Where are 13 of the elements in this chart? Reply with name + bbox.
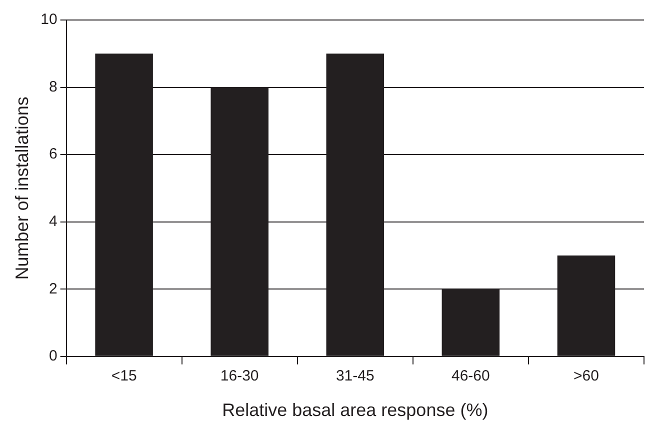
y-axis-title: Number of installations: [12, 96, 32, 280]
y-tick-label: 8: [48, 78, 58, 96]
x-tick-label: <15: [111, 368, 137, 385]
x-tick-label: 31-45: [336, 368, 374, 385]
x-tick-label: 16-30: [220, 368, 259, 385]
y-tick-label: 6: [48, 146, 58, 163]
x-axis-title: Relative basal area response (%): [222, 400, 488, 420]
y-tick-label: 0: [48, 348, 58, 365]
y-tick-label: 4: [48, 212, 58, 230]
x-tick-label: 46-60: [452, 368, 490, 385]
y-tick-label: 2: [48, 280, 58, 298]
x-tick-label: >60: [574, 368, 599, 385]
y-tick-label: 10: [40, 11, 58, 28]
